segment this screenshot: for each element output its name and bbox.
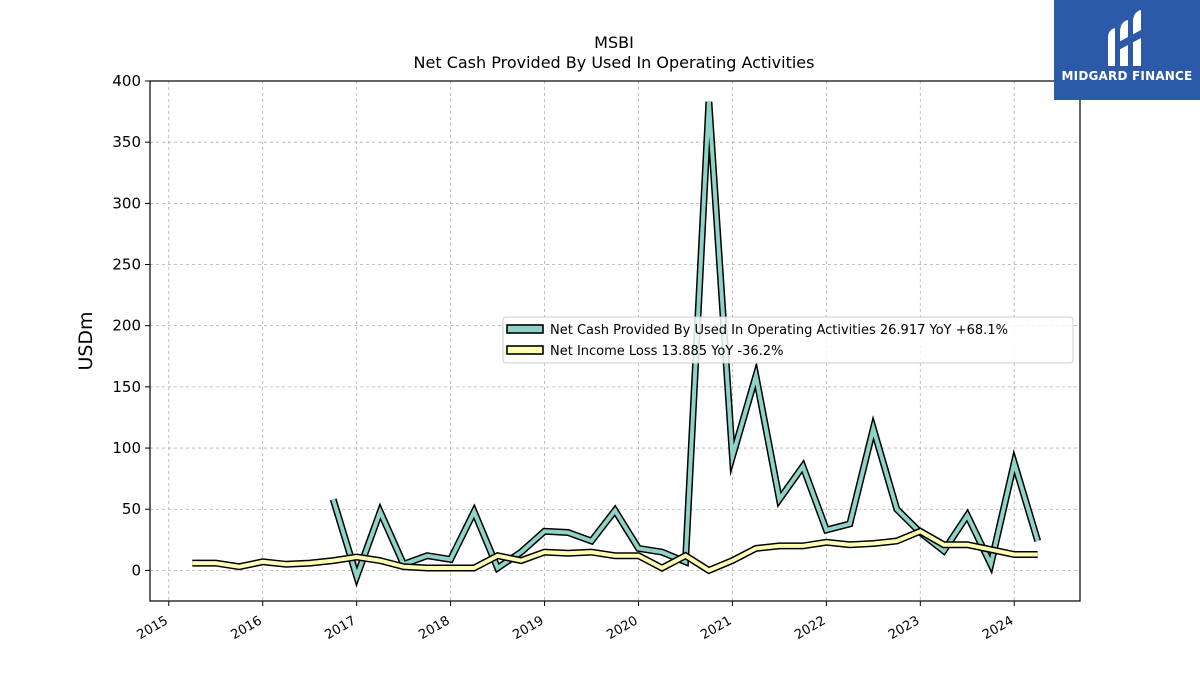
x-tick-label: 2024	[980, 613, 1016, 643]
y-tick-label: 200	[112, 317, 141, 335]
x-tick-label: 2017	[323, 613, 359, 643]
x-tick-label: 2023	[886, 613, 922, 643]
brand-name: MIDGARD FINANCE	[1061, 69, 1193, 83]
legend-swatch-0	[506, 324, 544, 334]
midgard-logo-icon	[1108, 10, 1141, 66]
y-tick-label: 100	[112, 439, 141, 457]
series-layer	[192, 101, 1042, 588]
x-tick-label: 2018	[416, 613, 452, 643]
y-axis: 0 50 100 150 200 250 300 350 400	[112, 72, 150, 579]
legend-swatch-1	[506, 345, 544, 355]
x-tick-label: 2015	[135, 613, 171, 643]
series-1-line	[192, 529, 1038, 573]
y-tick-label: 400	[112, 72, 141, 90]
legend: Net Cash Provided By Used In Operating A…	[502, 316, 1074, 364]
brand-logo: MIDGARD FINANCE	[1054, 0, 1200, 100]
legend-label-1: Net Income Loss 13.885 YoY -36.2%	[550, 344, 783, 359]
x-tick-label: 2022	[792, 613, 828, 643]
plot-frame	[149, 80, 1081, 602]
x-axis: 2015 2016 2017 2018 2019 2020 2021 2022 2023 2024	[135, 601, 1016, 643]
y-axis-label: USDm	[75, 311, 97, 370]
y-tick-label: 0	[131, 561, 141, 579]
x-tick-label: 2021	[698, 613, 734, 643]
chart-title: MSBI	[594, 33, 634, 52]
y-tick-label: 300	[112, 194, 141, 212]
legend-label-0: Net Cash Provided By Used In Operating A…	[550, 323, 1008, 338]
chart-subtitle: Net Cash Provided By Used In Operating A…	[414, 53, 815, 72]
y-tick-label: 250	[112, 256, 141, 274]
y-tick-label: 350	[112, 133, 141, 151]
legend-box	[502, 316, 1074, 364]
x-tick-label: 2020	[604, 613, 640, 643]
y-tick-label: 50	[122, 500, 141, 518]
x-tick-label: 2016	[229, 613, 265, 643]
x-tick-label: 2019	[510, 613, 546, 643]
y-tick-label: 150	[112, 378, 141, 396]
